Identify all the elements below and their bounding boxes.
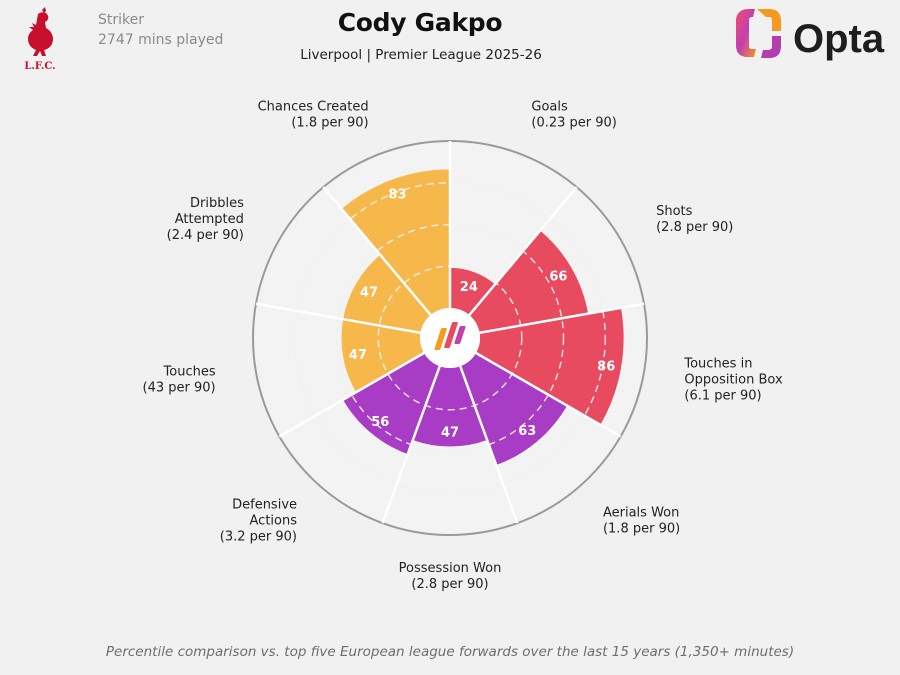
radar-category-text: Goals: [531, 99, 568, 114]
radar-category-label: Goals(0.23 per 90): [531, 99, 617, 130]
radar-category-text: Chances Created: [258, 99, 369, 114]
radar-category-text: Actions: [250, 513, 298, 528]
radar-spoke: [475, 351, 622, 438]
radar-category-text: (1.8 per 90): [603, 521, 680, 536]
chart-subtitle: Liverpool | Premier League 2025-26: [300, 47, 542, 63]
radar-value-label: 56: [371, 415, 389, 430]
radar-value-label: 86: [597, 360, 615, 375]
radar-value-label: 47: [360, 285, 378, 300]
chart-title: Cody Gakpo: [337, 8, 503, 37]
radar-spoke: [459, 365, 519, 524]
radar-spoke: [255, 302, 421, 335]
player-meta: Striker 2747 mins played: [98, 10, 223, 50]
opta-logo: Opta: [736, 9, 885, 61]
radar-spoke: [468, 186, 578, 316]
radar-bar-6: [341, 319, 425, 393]
club-logo: L.F.C.: [24, 7, 56, 72]
radar-category-text: Shots: [656, 204, 693, 219]
radar-bar-5: [343, 353, 440, 455]
center-brand-stroke: [444, 322, 458, 348]
player-minutes: 2747 mins played: [98, 32, 224, 48]
radar-value-label: 63: [518, 424, 536, 439]
radar-category-text: (0.23 per 90): [531, 115, 617, 130]
radar-category-text: Opposition Box: [684, 372, 783, 387]
liverbird-icon: [28, 7, 53, 56]
player-position: Striker: [98, 12, 144, 28]
radar-category-text: (1.8 per 90): [291, 115, 368, 130]
radar-category-text: Touches in: [683, 356, 752, 371]
radar-bar-0: [450, 267, 496, 316]
radar-bar-1: [469, 230, 589, 333]
radar-spoke: [381, 365, 441, 524]
radar-category-text: (2.8 per 90): [656, 220, 733, 235]
radar-category-text: Dribbles: [190, 196, 244, 211]
radar-category-label: Chances Created(1.8 per 90): [258, 99, 369, 130]
radar-category-label: Shots(2.8 per 90): [656, 204, 733, 235]
radar-bar-2: [475, 307, 624, 425]
center-brand-icon: [434, 322, 466, 350]
radar-spoke: [479, 302, 645, 335]
radar-category-text: Possession Won: [399, 561, 502, 576]
radar-category-text: (3.2 per 90): [220, 529, 297, 544]
radar-category-text: (43 per 90): [143, 380, 216, 395]
radar-bar-7: [343, 254, 431, 333]
radar-category-text: Attempted: [175, 212, 244, 227]
radar-value-label: 24: [460, 280, 478, 295]
radar-category-text: Defensive: [232, 497, 297, 512]
radar-category-label: Possession Won(2.8 per 90): [399, 561, 502, 592]
radar-value-label: 66: [549, 269, 567, 284]
radar-category-text: (6.1 per 90): [684, 388, 761, 403]
radar-bar-8: [341, 169, 450, 316]
radar-category-label: Aerials Won(1.8 per 90): [603, 505, 680, 536]
radar-category-text: Aerials Won: [603, 505, 679, 520]
radar-category-text: (2.8 per 90): [411, 577, 488, 592]
chart-footnote: Percentile comparison vs. top five Europ…: [105, 644, 795, 660]
radar-bar-4: [412, 366, 488, 447]
radar-spoke: [278, 351, 425, 438]
center-brand-stroke: [434, 328, 447, 350]
radar-category-label: Touches(43 per 90): [143, 364, 216, 395]
radar-value-label: 47: [441, 425, 459, 440]
opta-mark-icon: [736, 9, 781, 58]
opta-wordmark: Opta: [793, 17, 885, 61]
radar-category-text: Touches: [163, 364, 216, 379]
radar-spoke: [322, 186, 432, 316]
radar-value-label: 47: [349, 348, 367, 363]
radar-category-text: (2.4 per 90): [167, 228, 244, 243]
radar-grid-ring-shade: [294, 182, 606, 494]
club-logo-text: L.F.C.: [24, 61, 55, 72]
center-brand-stroke: [454, 326, 466, 344]
radar-value-label: 83: [388, 188, 406, 203]
